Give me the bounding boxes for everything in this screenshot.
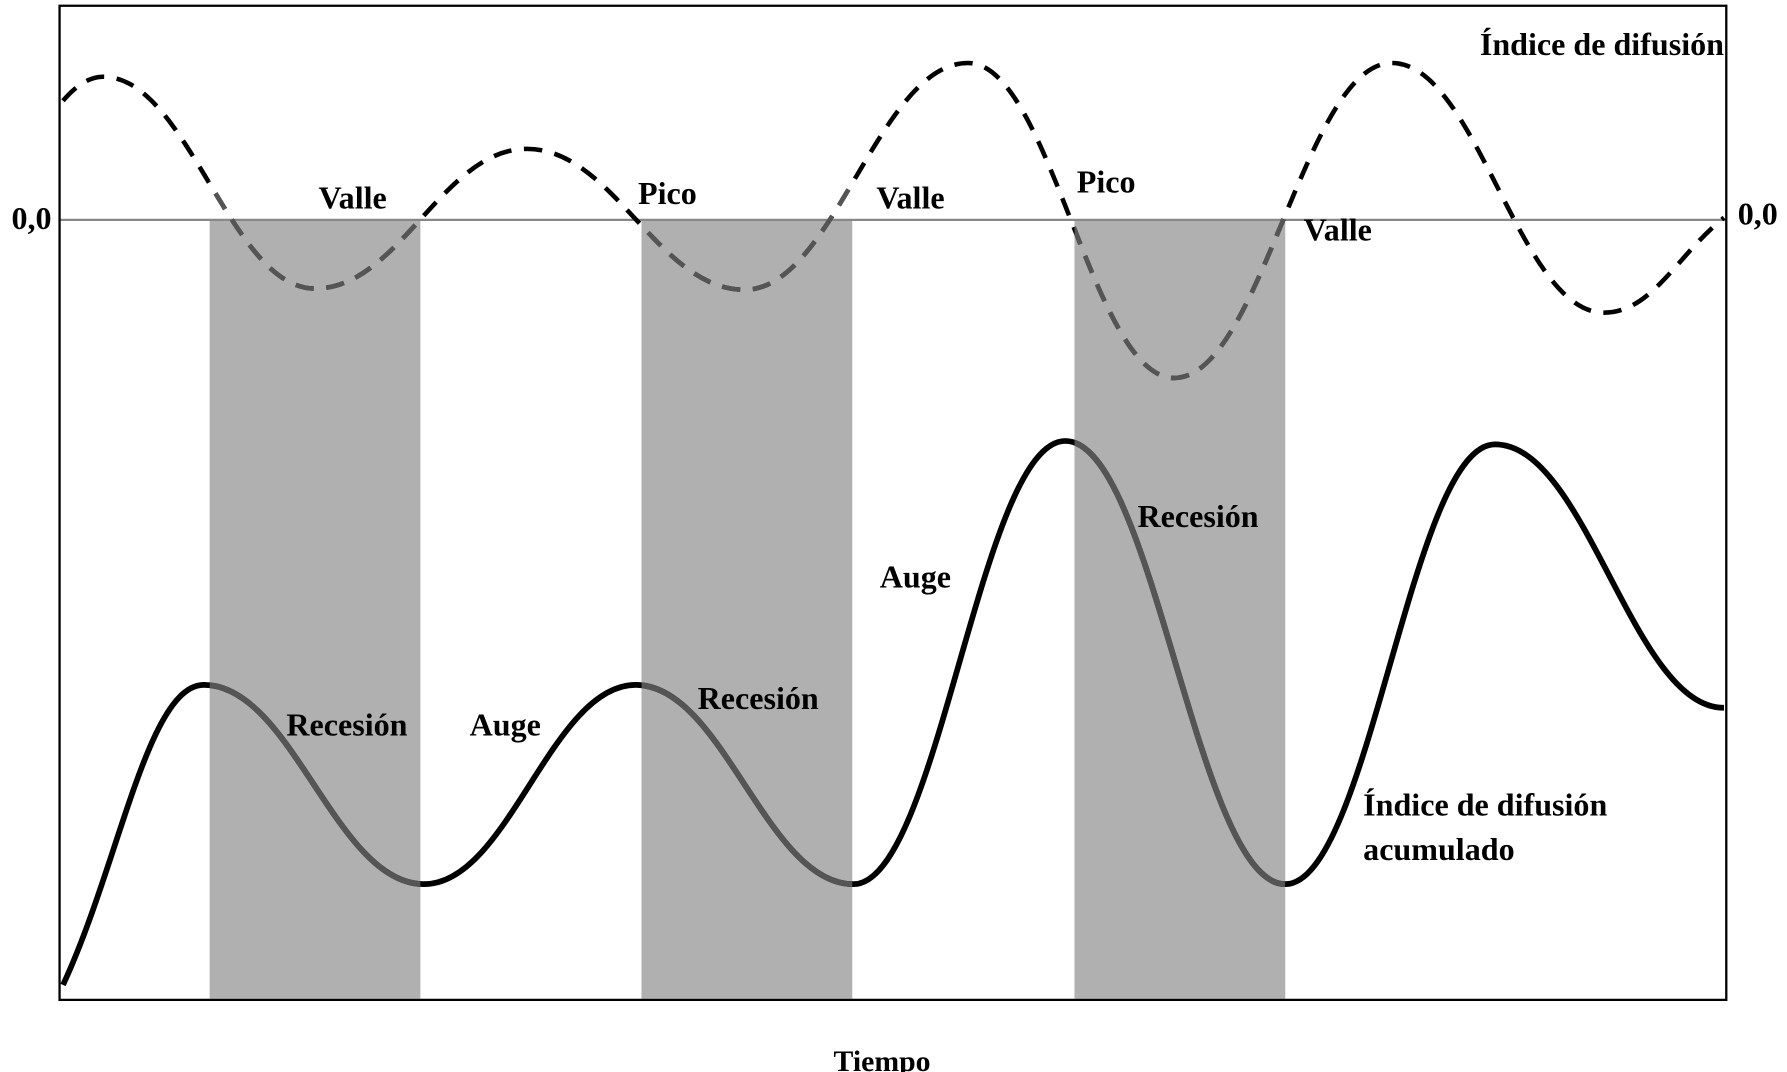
recession-shade [641,219,853,999]
label: Recesión [1137,498,1258,534]
cumulative-diffusion-curve [60,438,1725,987]
label: Valle [876,179,944,215]
label: Valle [1304,212,1372,248]
zero-label: 0,0 [1738,195,1778,231]
label: Valle [318,179,386,215]
x-axis-label: Tiempo [834,1045,931,1072]
frame [58,4,1728,1001]
label: Auge [470,706,541,742]
label: Índice de difusión [1480,26,1724,62]
label: Pico [638,175,697,211]
label: Índice de difusión [1363,786,1607,822]
diffusion-index-curve [61,60,1726,381]
recession-shade [209,219,421,999]
label: Recesión [286,706,407,742]
zero-label: 0,0 [11,200,51,236]
label: acumulado [1363,831,1514,867]
label: Recesión [698,680,819,716]
label: Auge [880,559,951,595]
recession-shade [1074,219,1286,999]
label: Pico [1077,163,1136,199]
